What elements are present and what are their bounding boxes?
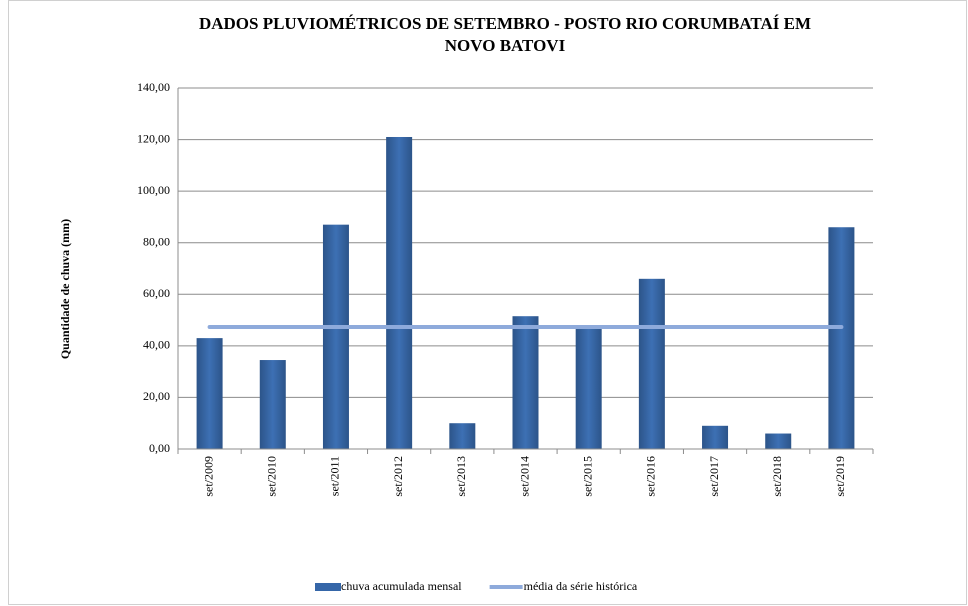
bar [575, 326, 602, 449]
y-tick-label: 120,00 [137, 131, 170, 145]
x-tick-label: set/2019 [833, 456, 847, 497]
y-tick-label: 0,00 [149, 441, 170, 455]
bar [828, 227, 855, 449]
x-tick-label: set/2010 [265, 456, 279, 497]
bar [449, 423, 476, 449]
y-tick-label: 20,00 [143, 389, 170, 403]
bar [259, 360, 286, 449]
bar [638, 278, 665, 449]
chart-title: DADOS PLUVIOMÉTRICOS DE SETEMBRO - POSTO… [199, 14, 811, 33]
bar [765, 433, 792, 449]
chart-title: NOVO BATOVI [445, 36, 566, 55]
bar [196, 338, 223, 449]
y-tick-label: 80,00 [143, 234, 170, 248]
legend-label: média da série histórica [524, 579, 638, 593]
x-tick-label: set/2018 [770, 456, 784, 497]
x-tick-label: set/2012 [391, 456, 405, 497]
x-tick-label: set/2013 [454, 456, 468, 497]
y-tick-label: 40,00 [143, 338, 170, 352]
x-tick-label: set/2017 [707, 456, 721, 497]
bar [702, 425, 729, 449]
bar [386, 136, 413, 449]
y-tick-label: 140,00 [137, 80, 170, 94]
x-tick-label: set/2016 [644, 456, 658, 497]
y-tick-label: 100,00 [137, 183, 170, 197]
legend-swatch [315, 583, 341, 591]
chart-frame [8, 0, 967, 605]
bar [512, 316, 539, 449]
x-tick-label: set/2015 [580, 456, 594, 497]
x-tick-label: set/2011 [328, 456, 342, 496]
x-tick-label: set/2009 [201, 456, 215, 497]
y-axis-title: Quantidade de chuva (mm) [58, 219, 72, 359]
x-tick-label: set/2014 [517, 456, 531, 497]
legend-label: chuva acumulada mensal [341, 579, 462, 593]
bar [322, 224, 349, 449]
y-tick-label: 60,00 [143, 286, 170, 300]
